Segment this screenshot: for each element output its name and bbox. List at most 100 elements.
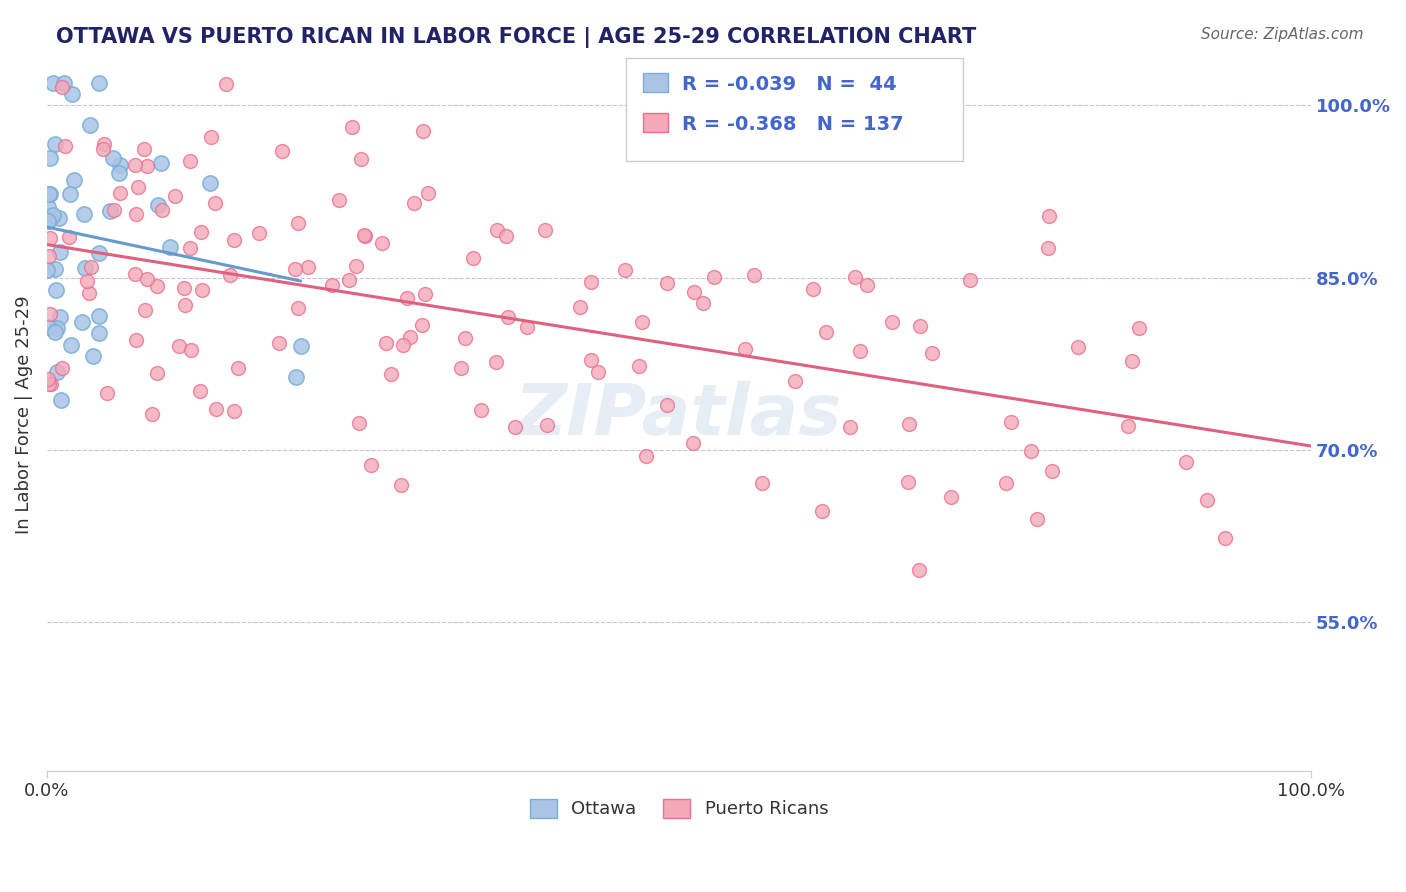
Ottawa [37, 320, 59, 334]
Puerto Ricans [344, 259, 367, 273]
Puerto Ricans [51, 360, 73, 375]
Puerto Ricans [921, 346, 943, 360]
Puerto Ricans [91, 142, 114, 156]
Puerto Ricans [396, 291, 419, 305]
Ottawa [284, 370, 307, 384]
Text: OTTAWA VS PUERTO RICAN IN LABOR FORCE | AGE 25-29 CORRELATION CHART: OTTAWA VS PUERTO RICAN IN LABOR FORCE | … [56, 27, 977, 48]
Puerto Ricans [51, 79, 73, 94]
Puerto Ricans [180, 343, 202, 357]
Puerto Ricans [38, 249, 60, 263]
Ottawa [82, 349, 104, 363]
Ottawa [72, 316, 94, 330]
Puerto Ricans [1128, 321, 1150, 335]
Puerto Ricans [657, 276, 679, 290]
Puerto Ricans [287, 301, 309, 315]
Puerto Ricans [682, 285, 704, 299]
Puerto Ricans [39, 307, 62, 321]
Puerto Ricans [204, 196, 226, 211]
Puerto Ricans [340, 120, 363, 134]
Ottawa [79, 119, 101, 133]
Puerto Ricans [814, 325, 837, 339]
Puerto Ricans [581, 353, 603, 368]
Puerto Ricans [360, 458, 382, 472]
Puerto Ricans [215, 77, 238, 91]
Ottawa [150, 156, 173, 170]
Ottawa [44, 261, 66, 276]
Puerto Ricans [321, 278, 343, 293]
Puerto Ricans [1066, 340, 1088, 354]
Puerto Ricans [179, 241, 201, 255]
Puerto Ricans [297, 260, 319, 274]
Puerto Ricans [939, 490, 962, 504]
Ottawa [108, 166, 131, 180]
Puerto Ricans [1175, 455, 1198, 469]
Puerto Ricans [844, 270, 866, 285]
Puerto Ricans [849, 344, 872, 359]
Puerto Ricans [132, 142, 155, 156]
Ottawa [87, 309, 110, 323]
Ottawa [35, 263, 58, 277]
Puerto Ricans [371, 236, 394, 251]
Ottawa [101, 151, 124, 165]
Ottawa [42, 76, 65, 90]
Puerto Ricans [586, 365, 609, 379]
Puerto Ricans [485, 355, 508, 369]
Ottawa [290, 339, 312, 353]
Puerto Ricans [389, 478, 412, 492]
Puerto Ricans [536, 417, 558, 432]
Puerto Ricans [150, 203, 173, 218]
Ottawa [38, 187, 60, 202]
Ottawa [198, 176, 221, 190]
Puerto Ricans [270, 145, 292, 159]
Puerto Ricans [39, 377, 62, 392]
Ottawa [73, 260, 96, 275]
Puerto Ricans [135, 271, 157, 285]
Ottawa [44, 136, 66, 151]
Puerto Ricans [734, 342, 756, 356]
Puerto Ricans [124, 158, 146, 172]
Puerto Ricans [516, 319, 538, 334]
Puerto Ricans [1215, 531, 1237, 545]
Ottawa [146, 198, 169, 212]
Puerto Ricans [287, 216, 309, 230]
Puerto Ricans [127, 179, 149, 194]
Puerto Ricans [58, 229, 80, 244]
Puerto Ricans [613, 263, 636, 277]
Legend: Ottawa, Puerto Ricans: Ottawa, Puerto Ricans [523, 792, 835, 826]
Puerto Ricans [173, 280, 195, 294]
Puerto Ricans [380, 367, 402, 381]
Puerto Ricans [247, 226, 270, 240]
Ottawa [45, 365, 67, 379]
Puerto Ricans [347, 416, 370, 430]
Ottawa [39, 212, 62, 227]
Puerto Ricans [1019, 444, 1042, 458]
Puerto Ricans [898, 417, 921, 431]
Puerto Ricans [269, 335, 291, 350]
Puerto Ricans [703, 269, 725, 284]
Puerto Ricans [124, 207, 146, 221]
Puerto Ricans [135, 159, 157, 173]
Puerto Ricans [631, 315, 654, 329]
Puerto Ricans [839, 419, 862, 434]
Puerto Ricans [496, 310, 519, 324]
Ottawa [59, 187, 82, 202]
Ottawa [87, 326, 110, 340]
Ottawa [39, 187, 62, 202]
Puerto Ricans [634, 449, 657, 463]
Ottawa [45, 283, 67, 297]
Puerto Ricans [53, 138, 76, 153]
Puerto Ricans [399, 330, 422, 344]
Puerto Ricans [1025, 511, 1047, 525]
Puerto Ricans [353, 228, 375, 243]
Puerto Ricans [1036, 241, 1059, 255]
Puerto Ricans [191, 283, 214, 297]
Puerto Ricans [350, 152, 373, 166]
Puerto Ricans [38, 377, 60, 392]
Puerto Ricans [188, 384, 211, 399]
Puerto Ricans [226, 360, 249, 375]
Puerto Ricans [505, 419, 527, 434]
Puerto Ricans [80, 260, 103, 274]
Text: R = -0.039   N =  44: R = -0.039 N = 44 [682, 75, 897, 95]
Ottawa [37, 201, 59, 215]
Puerto Ricans [785, 374, 807, 388]
